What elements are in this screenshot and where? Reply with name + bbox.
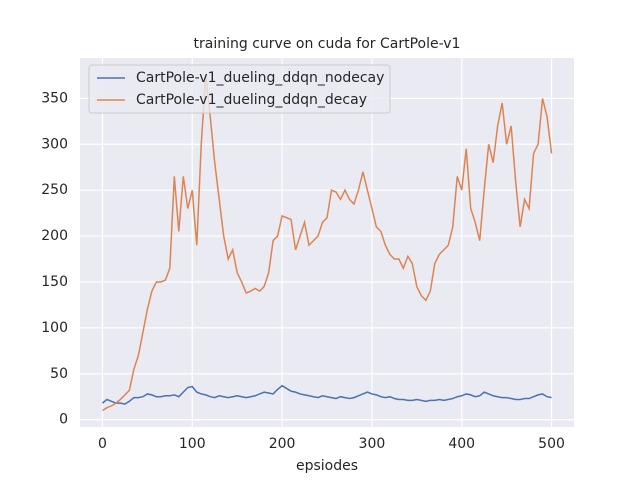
legend-box — [88, 64, 391, 114]
y-tick-label: 300 — [41, 136, 68, 152]
plot-area — [80, 58, 574, 427]
y-tick-label: 50 — [50, 366, 68, 382]
data-line — [102, 75, 553, 412]
y-tick-label: 250 — [41, 182, 68, 198]
y-tick-label: 350 — [41, 90, 68, 106]
y-tick-label: 200 — [41, 228, 68, 244]
x-axis-label: epsiodes — [296, 458, 358, 474]
x-tick-label: 400 — [448, 436, 475, 452]
x-tick-label: 200 — [269, 436, 296, 452]
legend-label: CartPole-v1_dueling_ddqn_nodecay — [136, 70, 384, 86]
x-tick-label: 500 — [538, 436, 565, 452]
chart-title: training curve on cuda for CartPole-v1 — [194, 36, 461, 52]
y-tick-label: 150 — [41, 274, 68, 290]
legend-label: CartPole-v1_dueling_ddqn_decay — [136, 92, 367, 108]
x-tick-label: 0 — [98, 436, 107, 452]
x-tick-label: 300 — [359, 436, 386, 452]
data-line — [101, 384, 552, 405]
x-tick-label: 100 — [179, 436, 206, 452]
y-tick-label: 100 — [41, 320, 68, 336]
y-tick-label: 0 — [59, 412, 68, 428]
